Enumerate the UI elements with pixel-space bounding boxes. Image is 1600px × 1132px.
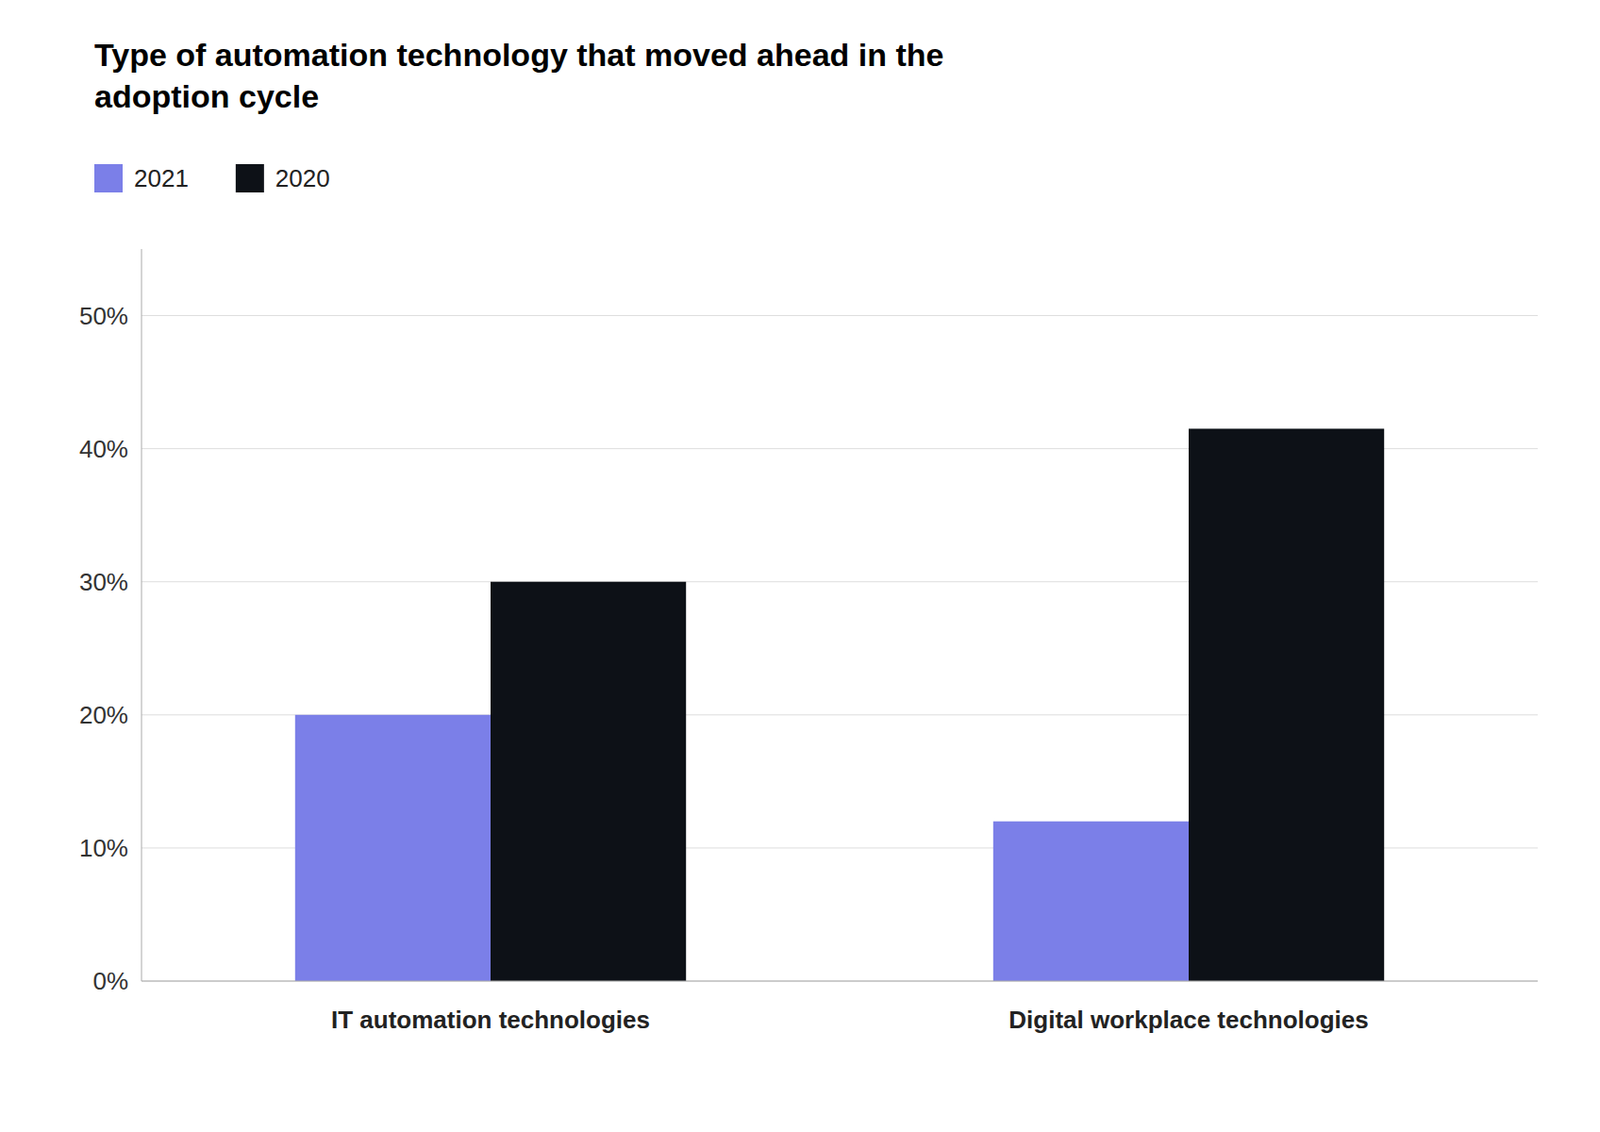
title: Type of automation technology that moved… xyxy=(94,36,944,115)
legend-swatch xyxy=(235,164,265,193)
bar xyxy=(295,715,491,982)
grid xyxy=(141,316,1538,982)
y-tick-label: 10% xyxy=(79,833,129,863)
x-tick-label: IT automation technologies xyxy=(331,1005,650,1034)
grid-line xyxy=(141,315,1538,317)
y-tick-label: 30% xyxy=(79,567,129,597)
y-tick-label: 50% xyxy=(79,301,129,331)
grid-line xyxy=(141,981,1538,983)
bar xyxy=(993,821,1189,982)
title-line: Type of automation technology that moved… xyxy=(94,36,944,73)
legend-label: 2021 xyxy=(133,164,189,193)
legend: 2021 2020 xyxy=(94,164,331,193)
legend-swatch xyxy=(94,164,123,193)
legend-label: 2020 xyxy=(275,164,331,193)
bars xyxy=(295,428,1384,982)
y-tick-label: 40% xyxy=(79,434,129,464)
bar xyxy=(490,582,686,982)
y-axis-line xyxy=(141,249,143,982)
y-tick-label: 0% xyxy=(92,966,129,996)
x-axis-line xyxy=(141,980,1538,982)
background xyxy=(0,0,1600,1132)
chart-container: Type of automation technology that moved… xyxy=(0,0,1600,1132)
bar xyxy=(1188,428,1384,982)
title-line: adoption cycle xyxy=(94,78,319,115)
legend-item: 2020 xyxy=(235,164,331,193)
legend-item: 2021 xyxy=(94,164,189,193)
chart-svg: Type of automation technology that moved… xyxy=(0,0,1600,1132)
y-tick-label: 20% xyxy=(79,700,129,730)
x-tick-label: Digital workplace technologies xyxy=(1008,1005,1368,1034)
